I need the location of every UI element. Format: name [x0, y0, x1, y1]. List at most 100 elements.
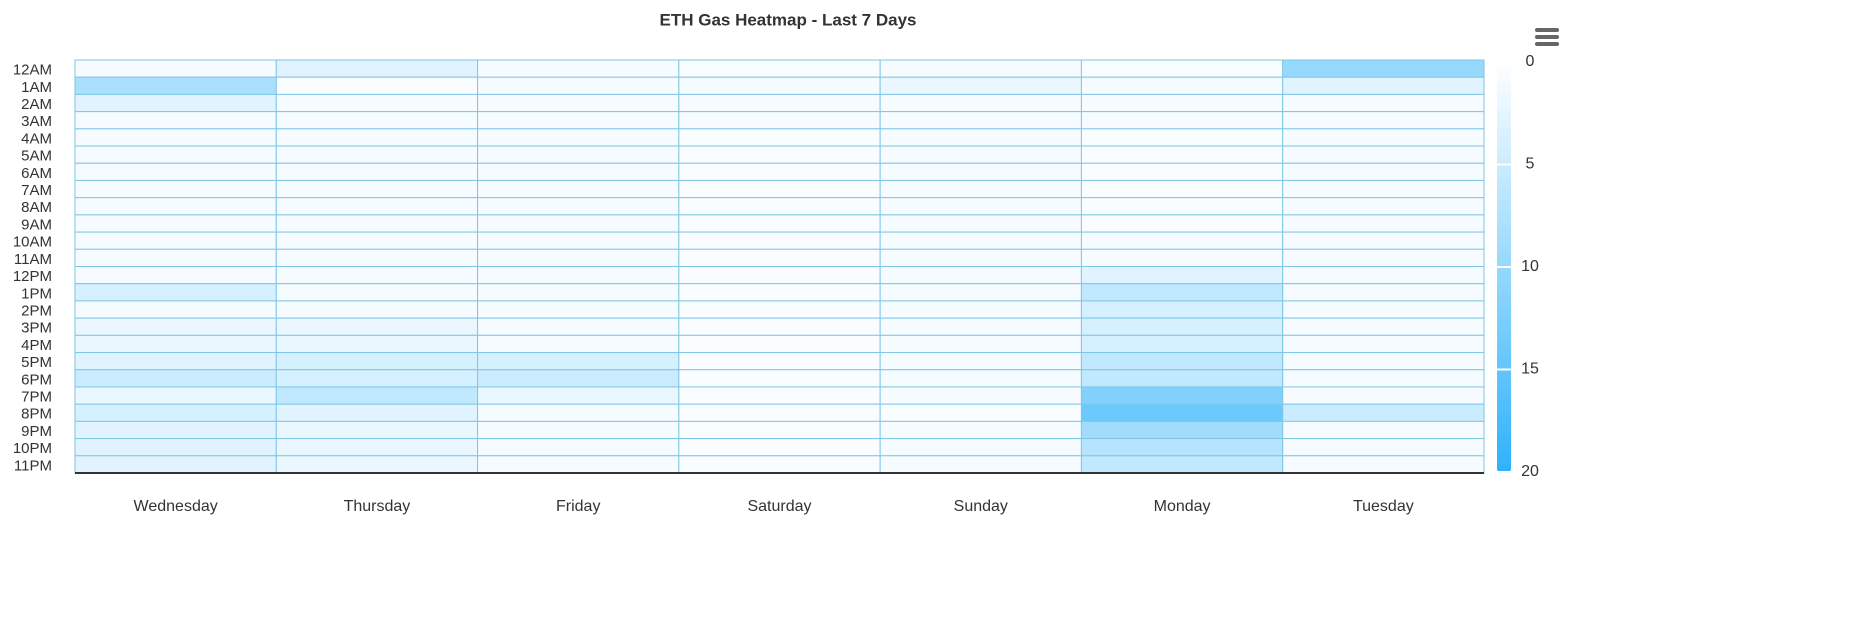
y-tick-label: 10AM — [13, 234, 52, 251]
heat-cell — [678, 420, 881, 440]
heat-cell — [678, 111, 881, 130]
heat-cell — [678, 231, 881, 250]
heat-cell — [1282, 420, 1485, 440]
heat-cell — [1282, 93, 1485, 113]
heat-cell — [1080, 248, 1284, 268]
heat-cell — [74, 231, 277, 250]
heat-cell — [275, 283, 479, 302]
heat-cell — [1282, 214, 1485, 233]
y-tick-label: 7AM — [21, 182, 52, 199]
heat-cell — [1080, 128, 1284, 147]
heat-cell — [74, 128, 277, 147]
heat-cell — [678, 145, 881, 164]
y-tick-label: 12PM — [13, 268, 52, 285]
heat-cell — [1080, 179, 1284, 199]
heat-cell — [1080, 111, 1284, 130]
heat-cell — [1282, 352, 1485, 371]
heat-cell — [74, 455, 277, 474]
heat-cell — [477, 266, 680, 285]
heat-cell — [1282, 162, 1485, 181]
heat-cell — [275, 403, 479, 422]
heat-cell — [879, 231, 1082, 250]
heat-cell — [74, 59, 277, 78]
y-tick-label: 3PM — [21, 320, 52, 337]
menu-bar — [1535, 28, 1559, 32]
heat-cell — [74, 266, 277, 285]
x-tick-label: Saturday — [747, 498, 811, 515]
heat-cell — [1282, 145, 1485, 164]
x-tick-label: Friday — [556, 498, 600, 515]
heat-cell — [74, 111, 277, 130]
heat-cell — [477, 59, 680, 78]
heat-cell — [74, 420, 277, 440]
y-tick-label: 2PM — [21, 302, 52, 319]
heat-cell — [879, 386, 1082, 405]
x-tick-label: Monday — [1154, 498, 1211, 515]
heat-cell — [477, 300, 680, 319]
heat-cell — [879, 420, 1082, 440]
heat-cell — [879, 369, 1082, 388]
y-tick-label: 11AM — [14, 251, 52, 268]
heat-cell — [879, 128, 1082, 147]
heat-cell — [74, 214, 277, 233]
heat-cell — [678, 386, 881, 405]
heat-cell — [477, 162, 680, 181]
heat-cell — [275, 420, 479, 440]
heat-cell — [879, 438, 1082, 457]
heat-cell — [678, 283, 881, 302]
heat-cell — [275, 76, 479, 95]
heat-cell — [1282, 317, 1485, 336]
heat-cell — [275, 386, 479, 405]
heat-cell — [1282, 455, 1485, 474]
heat-cell — [678, 369, 881, 388]
heat-cell — [1080, 283, 1284, 302]
y-tick-label: 11PM — [14, 457, 52, 474]
heat-cell — [275, 334, 479, 354]
heat-cell — [275, 162, 479, 181]
heat-cell — [879, 403, 1082, 422]
x-tick-label: Sunday — [954, 498, 1008, 515]
menu-button[interactable] — [1535, 28, 1559, 46]
y-tick-label: 5AM — [21, 148, 52, 165]
heat-cell — [678, 317, 881, 336]
heat-cell — [275, 248, 479, 268]
heat-cell — [275, 93, 479, 113]
y-tick-label: 9PM — [21, 423, 52, 440]
heat-cell — [275, 145, 479, 164]
x-tick-label: Wednesday — [134, 498, 218, 515]
heat-cell — [678, 179, 881, 199]
heat-cell — [1080, 438, 1284, 457]
heat-cell — [477, 438, 680, 457]
heat-cell — [1282, 300, 1485, 319]
heat-cell — [275, 317, 479, 336]
heat-cell — [678, 403, 881, 422]
heat-cell — [879, 214, 1082, 233]
heat-cell — [1080, 214, 1284, 233]
heat-cell — [275, 128, 479, 147]
heat-cell — [74, 403, 277, 422]
heat-cell — [1080, 455, 1284, 474]
heat-cell — [477, 386, 680, 405]
heat-cell — [1282, 403, 1485, 422]
heat-cell — [678, 162, 881, 181]
heat-cell — [1080, 231, 1284, 250]
heat-cell — [1282, 386, 1485, 405]
heat-cell — [477, 179, 680, 199]
heat-cell — [74, 300, 277, 319]
heat-cell — [879, 352, 1082, 371]
heat-cell — [1282, 334, 1485, 354]
heat-cell — [1080, 93, 1284, 113]
heat-cell — [477, 317, 680, 336]
heat-cell — [275, 197, 479, 216]
heat-cell — [74, 334, 277, 354]
y-tick-label: 10PM — [13, 440, 52, 457]
y-tick-label: 4AM — [21, 130, 52, 147]
heat-cell — [678, 128, 881, 147]
heat-cell — [74, 197, 277, 216]
heat-cell — [74, 386, 277, 405]
y-tick-label: 9AM — [21, 216, 52, 233]
color-tick-label: 15 — [1521, 361, 1539, 378]
heat-cell — [879, 145, 1082, 164]
